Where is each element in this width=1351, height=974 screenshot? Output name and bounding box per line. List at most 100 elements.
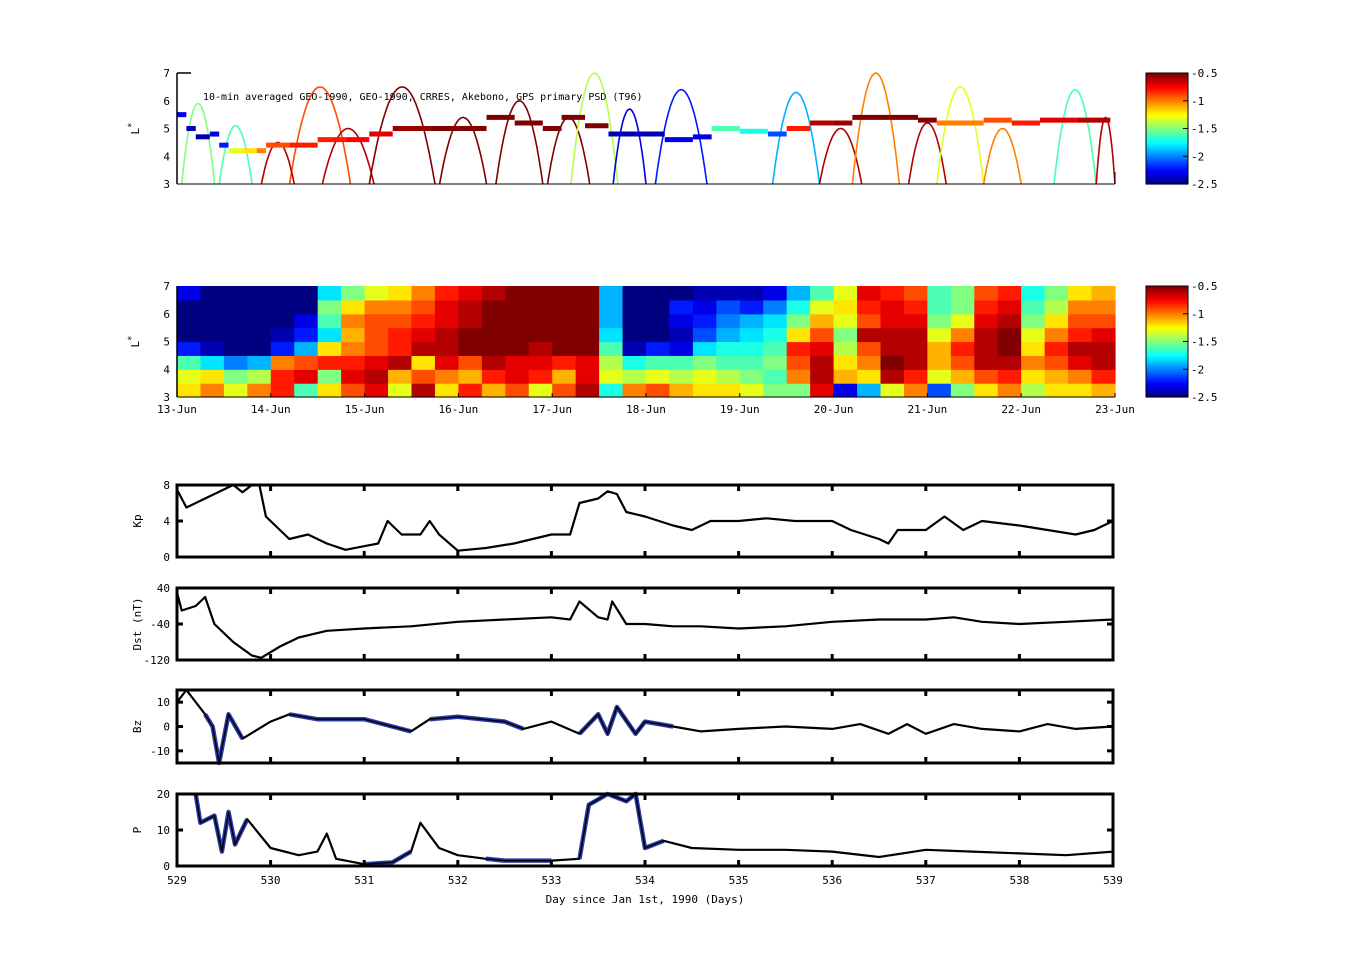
colorbar-segment bbox=[1146, 315, 1188, 318]
heatmap-cell bbox=[388, 355, 413, 370]
heatmap-cell bbox=[364, 369, 389, 384]
y-tick-label: -120 bbox=[144, 654, 171, 667]
heatmap-cell bbox=[247, 383, 272, 398]
bz-line-core bbox=[176, 689, 1114, 764]
colorbar-segment bbox=[1146, 320, 1188, 324]
heatmap-cell bbox=[669, 313, 694, 329]
heatmap-cell bbox=[575, 327, 600, 343]
heatmap-cell bbox=[810, 299, 835, 315]
colorbar-tick-label: -2.5 bbox=[1191, 178, 1218, 191]
heatmap-cell bbox=[739, 313, 764, 329]
heatmap-cell bbox=[903, 355, 928, 370]
heatmap-cell bbox=[294, 299, 319, 315]
heatmap-cell bbox=[997, 327, 1022, 343]
heatmap-cell bbox=[997, 341, 1022, 356]
heatmap-cell bbox=[669, 341, 694, 356]
heatmap-cell bbox=[1044, 313, 1069, 329]
colorbar-segment bbox=[1146, 369, 1188, 372]
heatmap-cell bbox=[1044, 299, 1069, 315]
heatmap-cell bbox=[692, 355, 717, 370]
colorbar-segment bbox=[1146, 112, 1188, 116]
colorbar-segment bbox=[1146, 301, 1188, 304]
heatmap-cell bbox=[528, 327, 553, 343]
heatmap-cell bbox=[622, 313, 647, 329]
heatmap-cell bbox=[903, 383, 928, 398]
colorbar-segment bbox=[1146, 116, 1188, 119]
colorbar-segment bbox=[1146, 360, 1188, 363]
heatmap-cell bbox=[1068, 383, 1093, 398]
y-tick-label: 6 bbox=[163, 95, 170, 108]
heatmap-cell bbox=[481, 341, 506, 356]
x-tick-label: 15-Jun bbox=[345, 403, 385, 416]
colorbar-segment bbox=[1146, 312, 1188, 315]
heatmap-cell bbox=[200, 341, 225, 356]
heatmap-cell bbox=[481, 313, 506, 329]
heatmap-cell bbox=[505, 369, 530, 384]
heatmap-cell bbox=[833, 383, 858, 398]
heatmap-cell bbox=[223, 313, 248, 329]
colorbar-segment bbox=[1146, 322, 1188, 325]
heatmap-cell bbox=[927, 369, 952, 384]
bz-line bbox=[176, 688, 1114, 765]
heatmap-cell bbox=[599, 369, 624, 384]
heatmap-cell bbox=[810, 286, 835, 301]
y-axis-label: L* bbox=[127, 122, 142, 134]
heatmap-cell bbox=[364, 313, 389, 329]
y-tick-label: 0 bbox=[163, 721, 170, 734]
colorbar-tick-label: -1.5 bbox=[1191, 336, 1218, 349]
heatmap-cell bbox=[857, 299, 882, 315]
heatmap-cell bbox=[1068, 327, 1093, 343]
colorbar-segment bbox=[1146, 163, 1188, 166]
x-tick-label: 18-Jun bbox=[626, 403, 666, 416]
y-axis-label: Kp bbox=[131, 514, 144, 527]
heatmap-cell bbox=[599, 299, 624, 315]
x-tick-label: 17-Jun bbox=[532, 403, 572, 416]
heatmap-cell bbox=[997, 369, 1022, 384]
heatmap-cell bbox=[739, 327, 764, 343]
colorbar-segment bbox=[1146, 99, 1188, 102]
heatmap-cell bbox=[903, 327, 928, 343]
colorbar-segment bbox=[1146, 377, 1188, 381]
satellite-pass-track bbox=[818, 127, 863, 185]
colorbar-segment bbox=[1146, 157, 1188, 161]
heatmap-cell bbox=[317, 299, 342, 315]
y-tick-label: 3 bbox=[163, 178, 170, 191]
heatmap-cell bbox=[857, 369, 882, 384]
heatmap-cell bbox=[200, 313, 225, 329]
heatmap-cell bbox=[247, 313, 272, 329]
colorbar-segment bbox=[1146, 73, 1188, 76]
heatmap-cell bbox=[599, 313, 624, 329]
heatmap-cell bbox=[739, 369, 764, 384]
satellite-pass-track bbox=[982, 127, 1022, 185]
colorbar-segment bbox=[1146, 114, 1188, 117]
heatmap-cell bbox=[434, 313, 459, 329]
heatmap-cell bbox=[552, 327, 577, 343]
heatmap-cell bbox=[341, 286, 366, 301]
heatmap-cell bbox=[388, 369, 413, 384]
colorbar-tick-label: -1 bbox=[1191, 95, 1204, 108]
p-line bbox=[194, 792, 1114, 866]
heatmap-cell bbox=[1044, 355, 1069, 370]
heatmap-cell bbox=[270, 299, 295, 315]
heatmap-cell bbox=[692, 341, 717, 356]
heatmap-cell bbox=[552, 369, 577, 384]
colorbar-segment bbox=[1146, 88, 1188, 91]
heatmap-cell bbox=[270, 341, 295, 356]
heatmap-cell bbox=[200, 369, 225, 384]
heatmap-cell bbox=[810, 313, 835, 329]
heatmap-cell bbox=[786, 299, 811, 315]
panel-bz: 10 0 -10 Bz bbox=[131, 688, 1115, 766]
y-tick-label: 7 bbox=[163, 280, 170, 293]
colorbar-segment bbox=[1146, 171, 1188, 175]
colorbar-segment bbox=[1146, 390, 1188, 393]
heatmap-cell bbox=[458, 313, 483, 329]
y-tick-label: 5 bbox=[163, 336, 170, 349]
y-tick-label: 4 bbox=[163, 150, 170, 163]
satellite-pass-track bbox=[495, 99, 544, 185]
heatmap-cell bbox=[669, 369, 694, 384]
colorbar-tick-label: -0.5 bbox=[1191, 67, 1218, 80]
heatmap-cell bbox=[528, 313, 553, 329]
heatmap-cell bbox=[786, 383, 811, 398]
heatmap-cell bbox=[1044, 327, 1069, 343]
